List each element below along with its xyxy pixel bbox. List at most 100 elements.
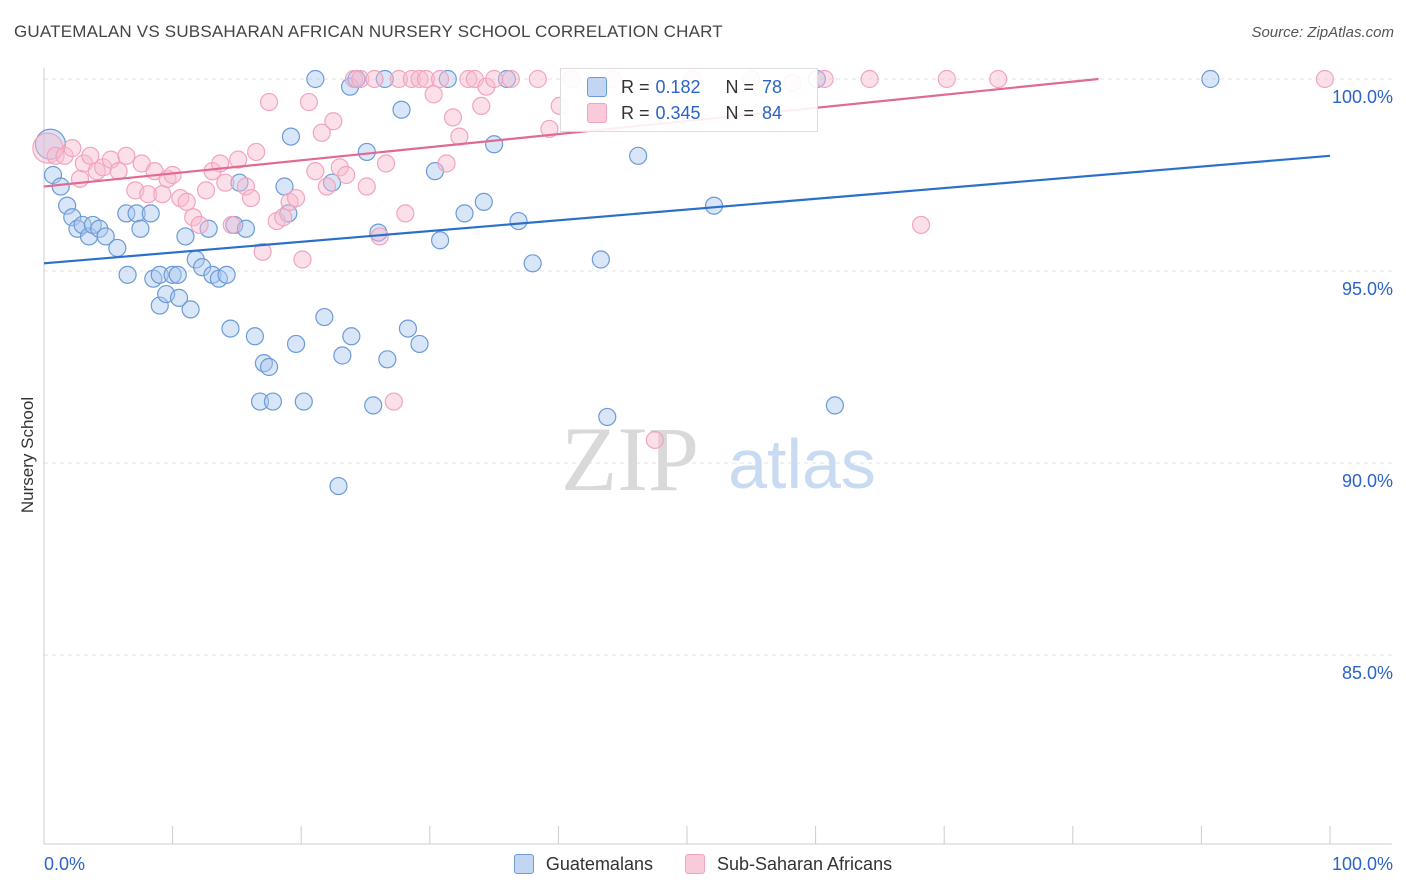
point-subsaharan (177, 192, 196, 211)
point-subsaharan (196, 181, 216, 200)
point-subsaharan (337, 165, 356, 185)
point-subsaharan (274, 208, 293, 227)
point-guatemalan (523, 254, 542, 273)
point-subsaharan (236, 177, 256, 196)
point-subsaharan (459, 69, 478, 89)
x-tick-labels: 0.0% 100.0% (44, 854, 1393, 874)
point-guatemalan (306, 69, 325, 89)
x-ticks (43, 826, 1331, 844)
legend-swatch-blue (513, 854, 534, 874)
legend-row-subsaharan: R = 0.345 N = 84 (587, 100, 782, 126)
point-subsaharan (376, 154, 396, 173)
point-guatemalan (169, 288, 189, 307)
legend-item-subsaharan[interactable]: Sub-Saharan Africans (684, 854, 892, 875)
point-subsaharan (312, 123, 331, 142)
point-subsaharan (286, 188, 306, 208)
point-subsaharan (424, 85, 443, 104)
point-subsaharan (528, 69, 547, 89)
point-subsaharan (430, 69, 450, 89)
x-tick-label: 100.0% (1332, 854, 1393, 874)
point-subsaharan (299, 92, 319, 112)
point-guatemalan (598, 407, 617, 427)
point-guatemalan (286, 334, 306, 354)
point-subsaharan (139, 185, 158, 204)
point-subsaharan (402, 69, 421, 89)
legend-r-label: R = (621, 76, 650, 97)
point-subsaharan (410, 69, 429, 89)
trend-lines (43, 77, 1331, 265)
point-guatemalan (176, 227, 195, 246)
point-guatemalan (181, 300, 200, 319)
point-subsaharan (472, 96, 491, 115)
legend-swatch-pink (684, 854, 705, 874)
point-subsaharan (216, 173, 235, 192)
point-guatemalan (150, 296, 169, 315)
point-guatemalan (509, 211, 528, 231)
point-subsaharan (241, 188, 261, 208)
point-subsaharan (259, 92, 279, 112)
point-subsaharan (384, 392, 403, 411)
legend-r-value: 0.345 (655, 102, 701, 123)
legend-swatch-pink (587, 103, 607, 123)
point-guatemalan (63, 208, 82, 227)
x-tick-label: 0.0% (44, 854, 85, 874)
point-subsaharan (540, 119, 559, 139)
legend-r-value: 0.182 (655, 76, 701, 97)
point-guatemalan (485, 135, 504, 154)
point-guatemalan (217, 265, 236, 284)
point-subsaharan (306, 162, 325, 181)
point-subsaharan (389, 69, 409, 89)
point-guatemalan (364, 396, 383, 415)
point-guatemalan (199, 219, 218, 238)
point-subsaharan (1315, 69, 1334, 89)
point-subsaharan (63, 139, 82, 158)
point-guatemalan (236, 219, 256, 238)
point-subsaharan (81, 146, 100, 165)
point-subsaharan (317, 177, 337, 196)
point-subsaharan (485, 69, 504, 89)
legend-n-value: 84 (762, 102, 783, 123)
point-guatemalan (259, 357, 279, 377)
point-guatemalan (193, 258, 212, 277)
point-guatemalan (378, 350, 397, 369)
point-guatemalan (455, 204, 474, 223)
point-subsaharan (222, 215, 241, 235)
y-tick-label: 100.0% (1332, 87, 1393, 107)
series-legend: Guatemalans Sub-Saharan Africans (0, 852, 1406, 876)
watermark-zip: ZIP (561, 408, 699, 510)
point-guatemalan (118, 265, 137, 284)
point-guatemalan (430, 231, 450, 250)
point-subsaharan (477, 77, 496, 96)
legend-item-guatemalans[interactable]: Guatemalans (513, 853, 653, 875)
point-guatemalan (474, 192, 493, 211)
watermark-atlas: atlas (728, 425, 876, 503)
grid-lines (44, 78, 1392, 656)
point-guatemalan (96, 227, 115, 246)
point-guatemalan (315, 307, 334, 327)
point-guatemalan (329, 476, 348, 496)
point-subsaharan (911, 215, 931, 235)
point-subsaharan (501, 69, 520, 89)
axes (43, 68, 1392, 845)
point-subsaharan (32, 132, 64, 164)
point-guatemalan (375, 69, 394, 89)
legend-label-guatemalans: Guatemalans (545, 853, 653, 874)
point-guatemalan (294, 392, 313, 411)
point-subsaharan (416, 69, 436, 89)
point-subsaharan (815, 69, 834, 89)
point-subsaharan (117, 146, 136, 165)
point-guatemalan (131, 219, 150, 238)
point-guatemalan (392, 100, 411, 119)
correlation-legend: R = 0.182 N = 78 R = 0.345 N = 84 (560, 68, 818, 132)
trend-line-subsaharan (43, 77, 1099, 188)
y-tick-label: 95.0% (1342, 279, 1393, 299)
point-subsaharan (324, 112, 343, 131)
y-axis-title: Nursery School (18, 396, 37, 514)
point-guatemalan (141, 204, 160, 223)
legend-swatch-blue (587, 77, 607, 97)
point-guatemalan (438, 69, 457, 89)
point-guatemalan (591, 250, 610, 269)
point-guatemalan (168, 265, 187, 284)
point-guatemalan (250, 392, 270, 411)
point-guatemalan (410, 334, 429, 354)
